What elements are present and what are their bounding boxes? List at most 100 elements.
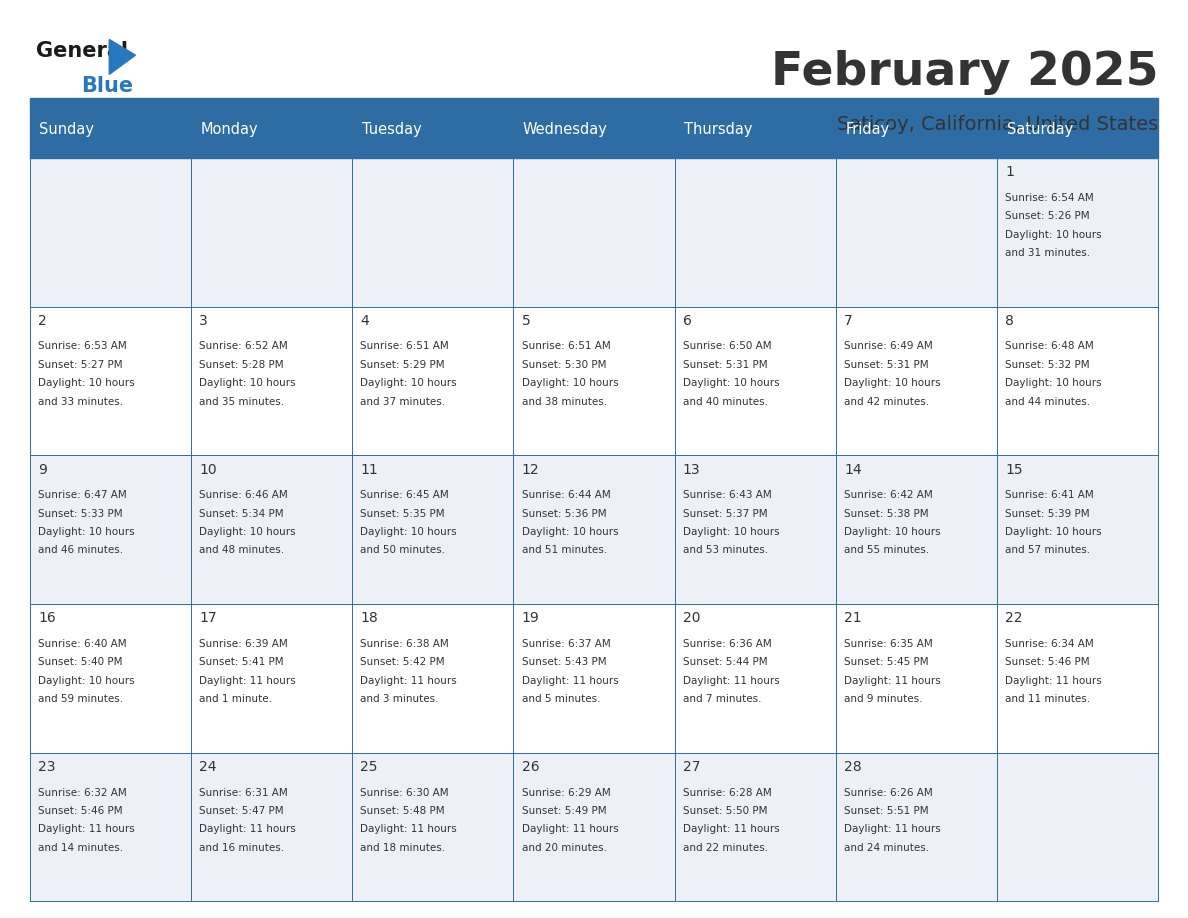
Text: 10: 10 [200,463,217,476]
Text: Daylight: 11 hours: Daylight: 11 hours [360,824,457,834]
Text: Sunset: 5:46 PM: Sunset: 5:46 PM [38,806,122,816]
Text: Daylight: 11 hours: Daylight: 11 hours [845,824,941,834]
Text: and 31 minutes.: and 31 minutes. [1005,248,1091,258]
Text: and 44 minutes.: and 44 minutes. [1005,397,1091,407]
Text: 5: 5 [522,314,531,328]
Text: 22: 22 [1005,611,1023,625]
Text: Sunrise: 6:26 AM: Sunrise: 6:26 AM [845,788,933,798]
Text: Thursday: Thursday [684,122,753,137]
Text: Daylight: 10 hours: Daylight: 10 hours [522,527,618,537]
Text: Sunset: 5:45 PM: Sunset: 5:45 PM [845,657,929,667]
Text: and 46 minutes.: and 46 minutes. [38,545,124,555]
Text: Sunset: 5:43 PM: Sunset: 5:43 PM [522,657,606,667]
Text: Sunrise: 6:52 AM: Sunrise: 6:52 AM [200,341,287,352]
Text: Sunset: 5:32 PM: Sunset: 5:32 PM [1005,360,1091,370]
Text: Sunset: 5:39 PM: Sunset: 5:39 PM [1005,509,1091,519]
Text: Sunrise: 6:51 AM: Sunrise: 6:51 AM [522,341,611,352]
Text: 20: 20 [683,611,701,625]
Text: Wednesday: Wednesday [523,122,608,137]
Bar [30,158,1158,307]
Text: Sunrise: 6:30 AM: Sunrise: 6:30 AM [360,788,449,798]
Text: 8: 8 [1005,314,1015,328]
Text: Friday: Friday [846,122,890,137]
Text: Sunrise: 6:28 AM: Sunrise: 6:28 AM [683,788,772,798]
Text: Sunrise: 6:40 AM: Sunrise: 6:40 AM [38,639,127,649]
Text: and 20 minutes.: and 20 minutes. [522,843,607,853]
Text: 13: 13 [683,463,701,476]
Text: Daylight: 10 hours: Daylight: 10 hours [683,378,779,388]
Text: Sunset: 5:44 PM: Sunset: 5:44 PM [683,657,767,667]
Text: Daylight: 11 hours: Daylight: 11 hours [683,824,779,834]
Text: 16: 16 [38,611,56,625]
Text: Sunset: 5:37 PM: Sunset: 5:37 PM [683,509,767,519]
Text: Sunset: 5:41 PM: Sunset: 5:41 PM [200,657,284,667]
Text: 27: 27 [683,760,701,774]
Text: Daylight: 10 hours: Daylight: 10 hours [360,527,457,537]
Text: Daylight: 10 hours: Daylight: 10 hours [1005,527,1102,537]
Text: 26: 26 [522,760,539,774]
Text: 3: 3 [200,314,208,328]
Text: and 24 minutes.: and 24 minutes. [845,843,929,853]
Text: Daylight: 11 hours: Daylight: 11 hours [38,824,134,834]
Text: Sunrise: 6:39 AM: Sunrise: 6:39 AM [200,639,287,649]
Text: Sunset: 5:49 PM: Sunset: 5:49 PM [522,806,606,816]
Text: Sunrise: 6:29 AM: Sunrise: 6:29 AM [522,788,611,798]
Bar [30,98,1158,101]
Text: Sunset: 5:33 PM: Sunset: 5:33 PM [38,509,122,519]
Text: Sunset: 5:50 PM: Sunset: 5:50 PM [683,806,767,816]
Text: General: General [36,41,127,62]
Text: Sunrise: 6:51 AM: Sunrise: 6:51 AM [360,341,449,352]
Text: Daylight: 10 hours: Daylight: 10 hours [683,527,779,537]
Text: and 55 minutes.: and 55 minutes. [845,545,929,555]
Text: and 40 minutes.: and 40 minutes. [683,397,767,407]
Text: 2: 2 [38,314,46,328]
Text: and 18 minutes.: and 18 minutes. [360,843,446,853]
Text: Daylight: 10 hours: Daylight: 10 hours [200,527,296,537]
Text: Daylight: 10 hours: Daylight: 10 hours [38,676,134,686]
Bar [30,604,1158,753]
Text: and 59 minutes.: and 59 minutes. [38,694,124,704]
Text: Sunrise: 6:43 AM: Sunrise: 6:43 AM [683,490,772,500]
Text: and 16 minutes.: and 16 minutes. [200,843,284,853]
Text: 24: 24 [200,760,216,774]
Text: Saticoy, California, United States: Saticoy, California, United States [838,115,1158,134]
Text: Sunset: 5:51 PM: Sunset: 5:51 PM [845,806,929,816]
Text: Sunrise: 6:41 AM: Sunrise: 6:41 AM [1005,490,1094,500]
Text: Sunrise: 6:48 AM: Sunrise: 6:48 AM [1005,341,1094,352]
Text: Sunrise: 6:46 AM: Sunrise: 6:46 AM [200,490,287,500]
Text: 7: 7 [845,314,853,328]
Text: Sunrise: 6:53 AM: Sunrise: 6:53 AM [38,341,127,352]
Text: and 7 minutes.: and 7 minutes. [683,694,762,704]
Text: and 33 minutes.: and 33 minutes. [38,397,124,407]
Text: Sunset: 5:30 PM: Sunset: 5:30 PM [522,360,606,370]
Text: Daylight: 11 hours: Daylight: 11 hours [360,676,457,686]
Text: Sunrise: 6:36 AM: Sunrise: 6:36 AM [683,639,772,649]
Text: and 57 minutes.: and 57 minutes. [1005,545,1091,555]
Text: Sunset: 5:34 PM: Sunset: 5:34 PM [200,509,284,519]
Text: Daylight: 10 hours: Daylight: 10 hours [38,378,134,388]
Text: Daylight: 11 hours: Daylight: 11 hours [845,676,941,686]
Text: 12: 12 [522,463,539,476]
Text: 14: 14 [845,463,861,476]
Text: Sunset: 5:47 PM: Sunset: 5:47 PM [200,806,284,816]
Text: Daylight: 11 hours: Daylight: 11 hours [1005,676,1102,686]
Text: 23: 23 [38,760,56,774]
Text: Daylight: 11 hours: Daylight: 11 hours [522,676,619,686]
Text: and 42 minutes.: and 42 minutes. [845,397,929,407]
Text: Sunset: 5:46 PM: Sunset: 5:46 PM [1005,657,1091,667]
Text: and 11 minutes.: and 11 minutes. [1005,694,1091,704]
Text: 19: 19 [522,611,539,625]
Text: 1: 1 [1005,165,1015,179]
Text: and 35 minutes.: and 35 minutes. [200,397,284,407]
Text: 28: 28 [845,760,861,774]
Text: Sunset: 5:40 PM: Sunset: 5:40 PM [38,657,122,667]
Text: Daylight: 10 hours: Daylight: 10 hours [522,378,618,388]
Text: Sunset: 5:42 PM: Sunset: 5:42 PM [360,657,446,667]
Text: and 37 minutes.: and 37 minutes. [360,397,446,407]
Text: Sunrise: 6:31 AM: Sunrise: 6:31 AM [200,788,287,798]
Text: Daylight: 11 hours: Daylight: 11 hours [200,676,296,686]
Text: Sunrise: 6:45 AM: Sunrise: 6:45 AM [360,490,449,500]
Text: Daylight: 10 hours: Daylight: 10 hours [200,378,296,388]
Text: 4: 4 [360,314,369,328]
Text: 11: 11 [360,463,378,476]
